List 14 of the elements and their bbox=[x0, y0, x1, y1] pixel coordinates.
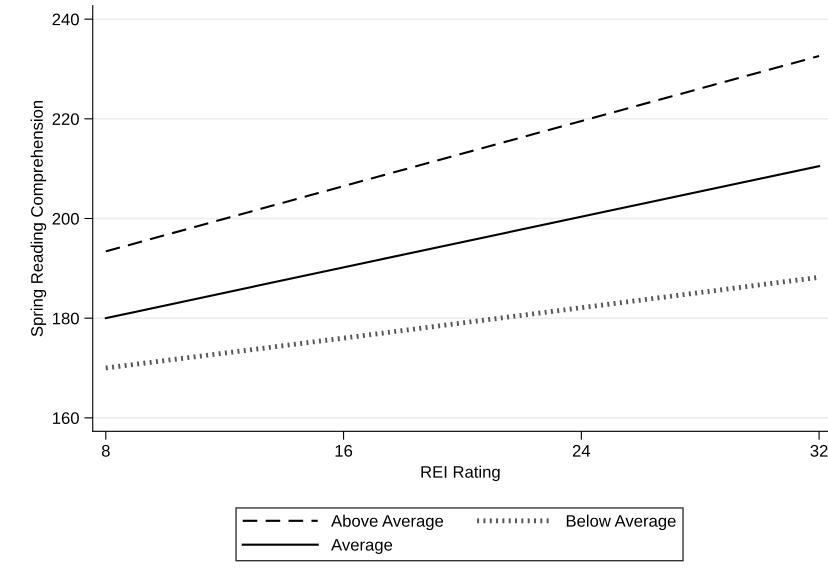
x-tick-label: 8 bbox=[102, 444, 110, 457]
y-tick-label: 160 bbox=[53, 412, 79, 424]
y-tick-label: 240 bbox=[52, 14, 79, 26]
x-tick-label: 24 bbox=[572, 444, 590, 457]
y-tick-label: 220 bbox=[52, 113, 79, 126]
x-tick-label: 32 bbox=[810, 444, 828, 457]
y-tick-label: 180 bbox=[53, 312, 79, 324]
legend-label: Average bbox=[331, 539, 392, 554]
y-axis-title: Spring Reading Comprehension bbox=[30, 100, 46, 336]
x-axis-title: REI Rating bbox=[421, 466, 500, 482]
legend-label: Above Average bbox=[331, 514, 444, 530]
y-tick-label: 200 bbox=[52, 212, 79, 225]
x-tick-label: 16 bbox=[336, 444, 352, 457]
legend-label: Below Average bbox=[566, 514, 676, 530]
